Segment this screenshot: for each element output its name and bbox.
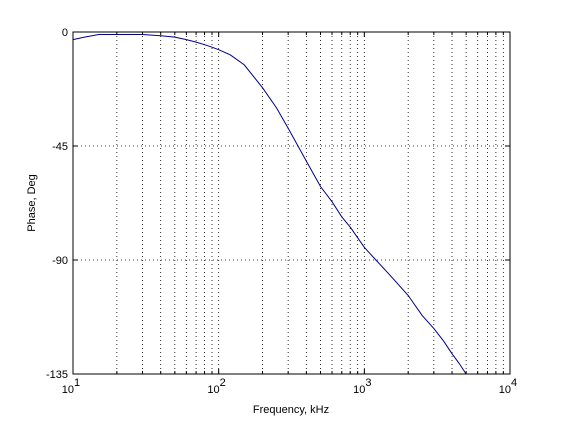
x-tick-label: 101 [62, 377, 80, 396]
x-tick-label-exponent: 1 [74, 377, 80, 389]
x-tick-label-base: 10 [207, 384, 219, 396]
grid [73, 32, 510, 374]
x-tick-label-exponent: 3 [365, 377, 371, 389]
x-axis-label: Frequency, kHz [253, 404, 329, 416]
y-axis-label: Phase, Deg [26, 174, 38, 231]
data-series [72, 34, 467, 375]
x-tick-label-exponent: 2 [220, 377, 226, 389]
x-tick-label-base: 10 [62, 384, 74, 396]
phase-line [72, 34, 467, 375]
x-tick-label-exponent: 4 [511, 377, 517, 389]
x-tick-label: 104 [499, 377, 517, 396]
plot-frame [72, 31, 511, 375]
x-tick-label: 102 [207, 377, 225, 396]
y-tick-label: -90 [52, 255, 68, 267]
x-tick-label-base: 10 [499, 384, 511, 396]
x-tick-label-base: 10 [353, 384, 365, 396]
y-tick-label: -45 [52, 141, 68, 153]
y-tick-label: -135 [46, 369, 68, 381]
x-tick-label: 103 [353, 377, 371, 396]
plot-area [73, 32, 510, 374]
y-tick-label: 0 [62, 27, 68, 39]
